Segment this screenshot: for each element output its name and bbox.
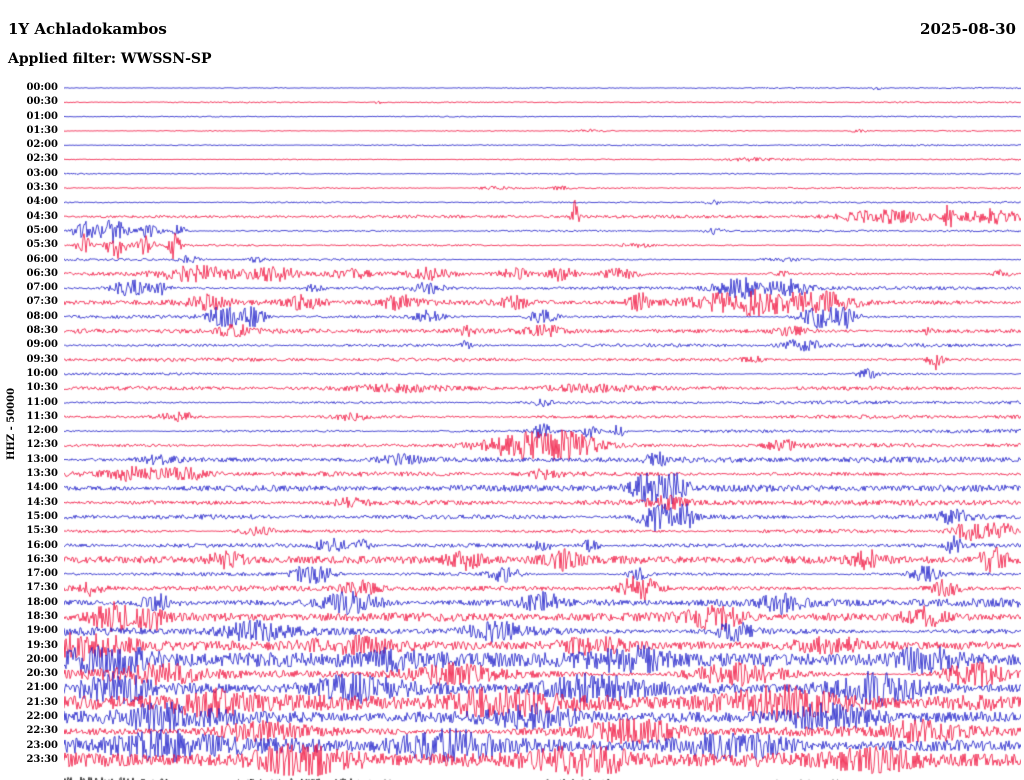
time-label: 08:30 (26, 325, 58, 337)
time-label: 20:30 (26, 668, 58, 680)
time-label: 05:30 (26, 239, 58, 251)
time-label: 12:00 (26, 425, 58, 437)
time-label: 00:30 (26, 96, 58, 108)
time-label: 19:30 (26, 639, 58, 651)
time-label: 02:00 (26, 139, 58, 151)
time-label: 20:00 (26, 653, 58, 665)
time-label: 05:00 (26, 224, 58, 236)
time-label: 16:30 (26, 553, 58, 565)
time-label: 11:00 (26, 396, 58, 408)
time-label: 04:30 (26, 210, 58, 222)
time-label: 18:30 (26, 610, 58, 622)
filter-label: Applied filter: WWSSN-SP (8, 51, 212, 67)
time-label: 13:00 (26, 453, 58, 465)
time-label: 03:30 (26, 182, 58, 194)
time-label: 10:30 (26, 382, 58, 394)
time-label: 15:00 (26, 510, 58, 522)
time-label: 17:00 (26, 568, 58, 580)
time-label: 18:00 (26, 596, 58, 608)
time-label: 21:00 (26, 682, 58, 694)
time-axis: 00:00 00:30 01:00 01:30 02:00 02:30 03:00 03:30… (0, 0, 60, 780)
time-label: 22:30 (26, 725, 58, 737)
time-label: 09:30 (26, 353, 58, 365)
time-label: 01:00 (26, 110, 58, 122)
time-label: 16:00 (26, 539, 58, 551)
time-label: 21:30 (26, 696, 58, 708)
time-label: 10:00 (26, 367, 58, 379)
time-label: 06:30 (26, 267, 58, 279)
station-title: 1Y Achladokambos (8, 20, 167, 38)
date-label: 2025-08-30 (920, 20, 1016, 38)
time-label: 12:30 (26, 439, 58, 451)
time-label: 14:30 (26, 496, 58, 508)
time-label: 01:30 (26, 124, 58, 136)
time-label: 11:30 (26, 410, 58, 422)
seismogram-canvas (64, 80, 1021, 780)
time-label: 07:00 (26, 282, 58, 294)
time-label: 14:00 (26, 482, 58, 494)
time-label: 15:30 (26, 525, 58, 537)
time-label: 03:00 (26, 167, 58, 179)
time-label: 23:00 (26, 739, 58, 751)
time-label: 07:30 (26, 296, 58, 308)
time-label: 13:30 (26, 468, 58, 480)
time-label: 22:00 (26, 711, 58, 723)
time-label: 17:30 (26, 582, 58, 594)
time-label: 08:00 (26, 310, 58, 322)
time-label: 02:30 (26, 153, 58, 165)
time-label: 09:00 (26, 339, 58, 351)
time-label: 06:00 (26, 253, 58, 265)
time-label: 19:00 (26, 625, 58, 637)
time-label: 23:30 (26, 753, 58, 765)
time-label: 04:00 (26, 196, 58, 208)
time-label: 00:00 (26, 82, 58, 93)
